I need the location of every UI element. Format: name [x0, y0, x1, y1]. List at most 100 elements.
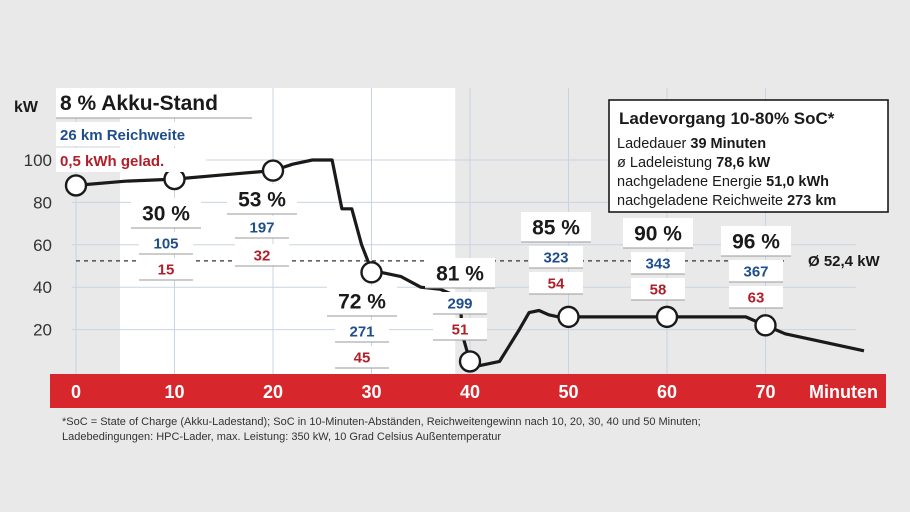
energy-label-20: 32 [235, 244, 289, 267]
range-label-70: 367 [729, 260, 783, 283]
range-label-60-text: 343 [645, 255, 670, 272]
info-box-title: Ladevorgang 10-80% SoC* [619, 109, 835, 128]
marker-labels: 8 % Akku-Stand 26 km Reichweite 0,5 kWh ge… [56, 88, 791, 369]
x-tick-10: 10 [164, 382, 184, 402]
x-tick-20: 20 [263, 382, 283, 402]
info-box: Ladevorgang 10-80% SoC* Ladedauer 39 Minu… [608, 99, 889, 213]
info-row-0: Ladedauer 39 Minuten [617, 136, 766, 152]
range-label-40-text: 299 [447, 295, 472, 312]
soc-label-10: 30 % [131, 198, 201, 229]
soc-marker-60 [655, 305, 679, 329]
soc-label-20-bg [227, 184, 297, 214]
soc-label-20-text: 53 % [238, 189, 286, 212]
range-label-10: 105 [139, 232, 193, 255]
energy-label-60: 58 [631, 278, 685, 301]
info-row-2-label: nachgeladene Energie [617, 174, 766, 190]
energy-label-20-bg [235, 244, 289, 266]
energy-label-30-bg [335, 346, 389, 368]
x-axis-title: Minuten [809, 382, 878, 402]
x-tick-60: 60 [657, 382, 677, 402]
soc-label-60-text: 90 % [634, 223, 682, 246]
energy-label-30-text: 45 [354, 349, 371, 366]
range-label-10-bg [139, 232, 193, 254]
soc-label-10-text: 30 % [142, 203, 190, 226]
start-soc-text: 8 % Akku-Stand [60, 92, 218, 115]
soc-label-40-bg [425, 258, 495, 288]
energy-label-30: 45 [335, 346, 389, 369]
energy-label-70-bg [729, 286, 783, 308]
energy-label-20-text: 32 [254, 247, 271, 264]
energy-label-40-bg [433, 318, 487, 340]
soc-label-60: 90 % [623, 218, 693, 249]
soc-label-50-bg [521, 212, 591, 242]
info-row-1: ø Ladeleistung 78,6 kW [617, 155, 770, 171]
range-label-20-text: 197 [249, 219, 274, 236]
start-range-bg [56, 122, 222, 146]
range-label-40-bg [433, 292, 487, 314]
range-label-20-bg [235, 216, 289, 238]
x-tick-70: 70 [755, 382, 775, 402]
range-label-10-text: 105 [153, 235, 178, 252]
soc-label-40-text: 81 % [436, 263, 484, 286]
y-tick-60: 60 [33, 236, 52, 255]
energy-label-10: 15 [139, 258, 193, 281]
start-energy-text: 0,5 kWh gelad. [60, 153, 164, 170]
soc-label-70: 96 % [721, 226, 791, 257]
energy-label-60-text: 58 [650, 281, 667, 298]
start-label: 8 % Akku-Stand 26 km Reichweite 0,5 kWh ge… [56, 88, 252, 172]
footnote-line-2: Ladebedingungen: HPC-Lader, max. Leistun… [62, 431, 502, 443]
x-tick-30: 30 [361, 382, 381, 402]
range-label-50-bg [529, 246, 583, 268]
y-tick-40: 40 [33, 278, 52, 297]
start-energy-bg [56, 148, 206, 172]
range-label-40: 299 [433, 292, 487, 315]
soc-label-70-text: 96 % [732, 231, 780, 254]
range-label-70-text: 367 [743, 263, 768, 280]
info-row-3: nachgeladene Reichweite 273 km [617, 193, 836, 209]
info-row-1-value: 78,6 kW [716, 155, 770, 171]
range-label-20: 197 [235, 216, 289, 239]
soc-label-70-bg [721, 226, 791, 256]
y-tick-80: 80 [33, 193, 52, 212]
range-label-50: 323 [529, 246, 583, 269]
y-axis-title: kW [14, 99, 39, 116]
info-row-2: nachgeladene Energie 51,0 kWh [617, 174, 829, 190]
info-box-frame [608, 99, 889, 213]
y-tick-100: 100 [24, 151, 52, 170]
range-label-60-bg [631, 252, 685, 274]
info-row-1-label: ø Ladeleistung [617, 155, 716, 171]
x-axis: 0 10 20 30 40 50 60 70 Minuten [50, 374, 886, 408]
soc-label-60-bg [623, 218, 693, 248]
energy-label-60-bg [631, 278, 685, 300]
x-tick-0: 0 [71, 382, 81, 402]
energy-label-40-text: 51 [452, 321, 469, 338]
info-row-0-label: Ladedauer [617, 136, 690, 152]
soc-label-50: 85 % [521, 212, 591, 243]
soc-marker-10 [163, 167, 186, 191]
soc-label-30-text: 72 % [338, 291, 386, 314]
soc-label-20: 53 % [227, 184, 297, 215]
footnote-line-1: *SoC = State of Charge (Akku-Ladestand);… [62, 416, 701, 428]
range-label-30-bg [335, 320, 389, 342]
info-row-2-value: 51,0 kWh [766, 174, 829, 190]
soc-label-40: 81 % [425, 258, 495, 289]
info-row-3-label: nachgeladene Reichweite [617, 193, 787, 209]
energy-label-70-text: 63 [748, 289, 765, 306]
soc-label-30-bg [327, 286, 397, 316]
energy-label-50-text: 54 [548, 275, 565, 292]
range-label-60: 343 [631, 252, 685, 275]
range-label-70-bg [729, 260, 783, 282]
soc-label-50-text: 85 % [532, 217, 580, 240]
y-axis: kW 20 40 60 80 100 [14, 99, 52, 340]
energy-label-40: 51 [433, 318, 487, 341]
x-axis-bar [50, 374, 886, 408]
range-label-50-text: 323 [543, 249, 568, 266]
soc-marker-0 [64, 174, 88, 197]
x-tick-40: 40 [460, 382, 480, 402]
x-tick-50: 50 [558, 382, 578, 402]
info-row-3-value: 273 km [787, 193, 836, 209]
energy-label-10-text: 15 [158, 261, 175, 278]
start-soc-bg [56, 88, 252, 118]
average-label: Ø 52,4 kW [808, 253, 881, 270]
